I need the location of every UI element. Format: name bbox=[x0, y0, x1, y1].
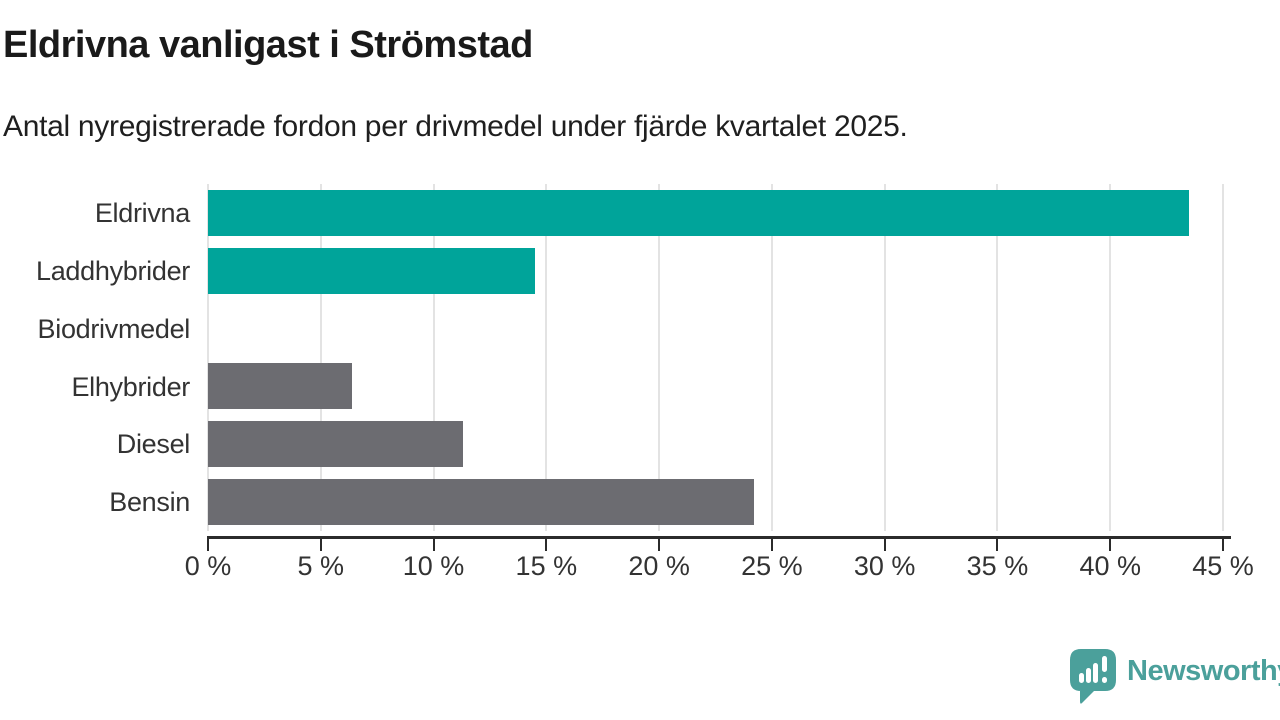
category-label-elhybrider: Elhybrider bbox=[71, 371, 190, 402]
bar-elhybrider bbox=[208, 363, 353, 409]
x-axis: 0 % 5 % 10 % 15 % 20 % 25 % 30 % 35 % 40 % 45 % bbox=[185, 536, 1254, 586]
x-tick-label-30: 30 % bbox=[853, 551, 916, 581]
x-tick-15 bbox=[545, 539, 548, 551]
newsworthy-logo: Newsworthy bbox=[1070, 649, 1280, 705]
plot-area bbox=[207, 184, 1224, 531]
page-title: Eldrivna vanligast i Strömstad bbox=[3, 24, 533, 66]
x-tick-25 bbox=[770, 539, 773, 551]
x-tick-label-35: 35 % bbox=[966, 551, 1029, 581]
category-label-eldrivna: Eldrivna bbox=[94, 197, 190, 228]
page-subtitle: Antal nyregistrerade fordon per drivmede… bbox=[3, 110, 908, 143]
gridline-10 bbox=[432, 184, 435, 531]
bar-diesel bbox=[208, 421, 463, 467]
bar-bensin bbox=[208, 479, 754, 525]
category-label-bensin: Bensin bbox=[109, 486, 190, 517]
x-tick-30 bbox=[883, 539, 886, 551]
gridline-45 bbox=[1222, 184, 1224, 531]
category-label-laddhybrider: Laddhybrider bbox=[35, 255, 190, 286]
x-tick-label-5: 5 % bbox=[297, 551, 345, 581]
x-tick-label-0: 0 % bbox=[184, 551, 232, 581]
x-tick-label-40: 40 % bbox=[1079, 551, 1141, 581]
gridline-35 bbox=[996, 184, 999, 531]
gridline-0 bbox=[207, 184, 209, 531]
gridline-40 bbox=[1109, 184, 1112, 531]
gridline-20 bbox=[658, 184, 661, 531]
x-tick-35 bbox=[996, 539, 999, 551]
bar-laddhybrider bbox=[208, 248, 536, 294]
x-tick-label-25: 25 % bbox=[741, 551, 803, 581]
x-tick-45 bbox=[1222, 539, 1224, 551]
gridline-30 bbox=[883, 184, 886, 531]
x-tick-40 bbox=[1109, 539, 1112, 551]
x-tick-label-20: 20 % bbox=[628, 551, 690, 581]
x-axis-line bbox=[207, 536, 1231, 539]
x-tick-label-15: 15 % bbox=[515, 551, 578, 581]
category-label-biodrivmedel: Biodrivmedel bbox=[37, 313, 191, 344]
x-tick-5 bbox=[319, 539, 322, 551]
bar-chart-speech-bubble-icon bbox=[1070, 649, 1116, 704]
x-tick-10 bbox=[432, 539, 435, 551]
bar-eldrivna bbox=[208, 190, 1190, 236]
x-tick-label-10: 10 % bbox=[402, 551, 465, 581]
category-label-diesel: Diesel bbox=[116, 428, 191, 459]
x-tick-0 bbox=[207, 539, 209, 551]
gridline-5 bbox=[319, 184, 322, 531]
x-tick-20 bbox=[658, 539, 661, 551]
x-tick-label-45: 45 % bbox=[1192, 551, 1254, 581]
logo-wordmark: Newsworthy bbox=[1127, 655, 1280, 687]
gridline-15 bbox=[545, 184, 548, 531]
gridline-25 bbox=[770, 184, 773, 531]
